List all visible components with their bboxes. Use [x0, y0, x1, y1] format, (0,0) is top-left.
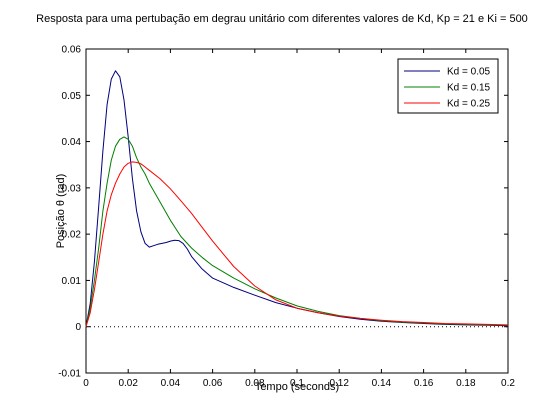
x-tick-label: 0.12	[329, 378, 349, 389]
y-tick-label: 0.05	[62, 91, 82, 102]
y-tick-label: 0.04	[62, 137, 82, 148]
legend: Kd = 0.05 Kd = 0.15 Kd = 0.25	[397, 58, 499, 114]
series-lines	[85, 70, 509, 327]
x-tick-label: 0.04	[161, 378, 181, 389]
x-tick-label: 0.08	[245, 378, 265, 389]
legend-label-2: Kd = 0.15	[447, 83, 491, 94]
legend-box	[397, 58, 499, 114]
x-tick-label: 0.18	[456, 378, 476, 389]
legend-label-3: Kd = 0.25	[447, 99, 491, 110]
series-line-3	[85, 161, 509, 327]
axis-ticks: 0 0.02 0.04 0.06 0.08 0.1 0.12 0.14 0.16 0.18 0.2 -…	[58, 45, 515, 390]
y-tick-label: 0.02	[62, 230, 82, 241]
x-tick-label: 0.1	[290, 378, 304, 389]
x-tick-label: 0.2	[501, 378, 515, 389]
x-tick-label: 0.02	[118, 378, 138, 389]
x-tick-label: 0.14	[372, 378, 392, 389]
x-axis-label: Tempo (seconds)	[255, 381, 339, 393]
y-tick-label: 0.06	[62, 45, 82, 56]
y-axis-label: Posição θ (rad)	[55, 174, 67, 249]
series-line-1	[85, 70, 509, 327]
x-tick-label: 0.06	[203, 378, 223, 389]
chart-title: Resposta para uma pertubação em degrau u…	[36, 13, 528, 25]
y-tick-label: 0.01	[62, 276, 82, 287]
x-tick-label: 0	[83, 378, 89, 389]
y-tick-label: -0.01	[58, 369, 81, 380]
legend-label-1: Kd = 0.05	[447, 67, 491, 78]
x-tick-label: 0.16	[414, 378, 434, 389]
y-tick-label: 0.03	[62, 183, 82, 194]
y-tick-label: 0	[75, 322, 81, 333]
